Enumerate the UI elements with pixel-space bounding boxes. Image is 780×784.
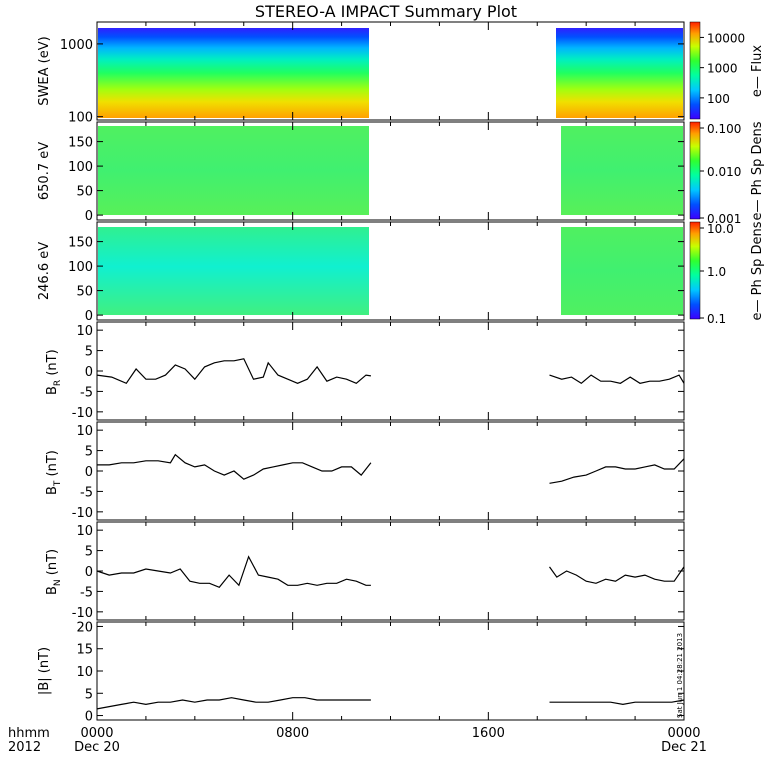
pad246-colorbar-label: 1.0 (707, 265, 726, 279)
pad650-ylabel: 650.7 eV (37, 142, 52, 200)
br-ytick-label: 10 (76, 324, 93, 339)
pad246-colorbar-label: 0.1 (707, 312, 726, 326)
bt-ytick-label: 5 (85, 445, 93, 460)
bt-series-line (97, 453, 372, 480)
time-axis-unit: hhmm (8, 726, 50, 741)
swea-ylabel: SWEA (eV) (37, 36, 52, 105)
bt-ytick-label: -10 (72, 506, 93, 521)
br-ytick-label: 0 (85, 365, 93, 380)
panel-bn-frame (96, 521, 685, 621)
bmag-ylabel: |B| (nT) (37, 647, 52, 695)
time-axis-year: 2012 (8, 740, 41, 755)
bn-series-line (549, 566, 685, 584)
pad650-segment-2 (561, 126, 683, 215)
pad650-spectrogram (98, 126, 683, 215)
time-tick-label: 1600 (472, 726, 505, 741)
bn-ylabel: BN (nT) (45, 549, 63, 595)
pad650-colorbar-label: 0.001 (707, 212, 741, 226)
bt-ylabel: BT (nT) (45, 450, 63, 495)
br-ytick-label: -5 (80, 385, 93, 400)
pad246-ytick-label: 100 (68, 260, 93, 275)
pad650-segment-1 (98, 126, 369, 215)
bt-series-line (549, 458, 685, 484)
time-tick-label: 0800 (276, 726, 309, 741)
swea-segment-2 (556, 28, 683, 118)
br-series-line (96, 358, 371, 385)
bmag-ytick-label: 15 (76, 643, 93, 658)
swea-segment-1 (98, 28, 369, 118)
pad650-ytick-label: 50 (76, 185, 93, 200)
colorbar-swea (689, 21, 701, 120)
bn-ytick-label: -10 (72, 606, 93, 621)
colorbar-pad246 (689, 221, 701, 320)
swea-colorbar-label: 1000 (707, 62, 738, 76)
pad246-ytick-label: 0 (85, 309, 93, 324)
pad650-ytick-label: 0 (85, 209, 93, 224)
bn-ytick-label: 5 (85, 545, 93, 560)
date-label: Dec 20 (74, 740, 120, 755)
br-series-line (549, 374, 685, 385)
bt-ytick-label: -5 (80, 485, 93, 500)
swea-spectrogram (98, 28, 683, 118)
plot-title: STEREO-A IMPACT Summary Plot (255, 2, 517, 21)
swea-ytick-label: 100 (68, 111, 93, 126)
pad650-ytick-label: 150 (68, 136, 93, 151)
colorbar-pad650 (689, 121, 701, 220)
pad246-spectrogram (98, 227, 683, 315)
pad650-ytick-label: 100 (68, 160, 93, 175)
bn-ytick-label: 10 (76, 524, 93, 539)
pad246-ylabel: 246.6 eV (37, 242, 52, 300)
bmag-ytick-label: 20 (76, 620, 93, 635)
swea-ytick-label: 1000 (60, 38, 93, 53)
swea-colorbar-label: 10000 (707, 31, 745, 45)
swea-colorbar-title: e— Flux (750, 45, 765, 97)
bn-ytick-label: 0 (85, 565, 93, 580)
bt-ytick-label: 10 (76, 424, 93, 439)
pad650-colorbar-label: 0.010 (707, 165, 741, 179)
pad246-colorbar-title: e— Ph Sp Dens (750, 221, 765, 320)
date-label: Dec 21 (661, 740, 707, 755)
time-tick-label: 0000 (667, 726, 700, 741)
bn-ytick-label: -5 (80, 585, 93, 600)
panel-br-frame (96, 321, 685, 421)
swea-colorbar-label: 100 (707, 92, 730, 106)
bmag-ytick-label: 10 (76, 665, 93, 680)
pad246-segment-1 (98, 227, 369, 315)
pad246-colorbar-label: 10.0 (707, 222, 734, 236)
bmag-ytick-label: 0 (85, 710, 93, 725)
bt-ytick-label: 0 (85, 465, 93, 480)
time-tick-label: 0000 (80, 726, 113, 741)
br-ylabel: BR (nT) (45, 349, 63, 395)
pad246-ytick-label: 50 (76, 285, 93, 300)
bmag-series-line (96, 697, 371, 710)
timestamp-stamp: Sat Jun 1 04:28:21 2013 (676, 633, 684, 718)
pad246-ytick-label: 150 (68, 236, 93, 251)
br-ytick-label: -10 (72, 406, 93, 421)
panel-bmag-frame (96, 621, 685, 721)
pad650-colorbar-title: e— Ph Sp Dens (750, 121, 765, 220)
pad246-segment-2 (561, 227, 683, 315)
bn-series-line (96, 555, 371, 589)
bmag-ytick-label: 5 (85, 687, 93, 702)
pad650-colorbar-label: 0.100 (707, 122, 741, 136)
bmag-series-line (549, 699, 685, 706)
br-ytick-label: 5 (85, 345, 93, 360)
